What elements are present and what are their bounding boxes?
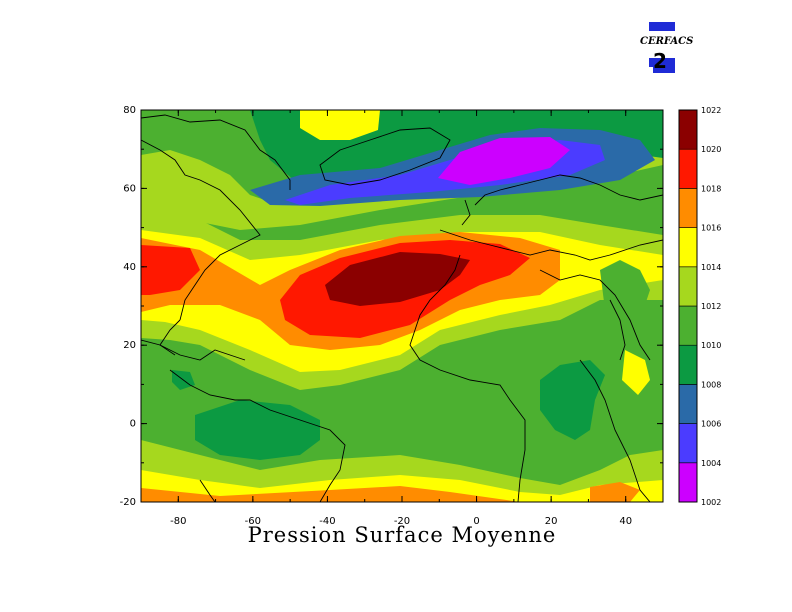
x-tick-label: 0 (473, 516, 479, 527)
colorbar-box (678, 423, 698, 464)
colorbar-label: 1012 (701, 302, 721, 311)
colorbar-label: 1006 (701, 420, 721, 429)
axis-ticks: -80 -60 -40 -20 0 20 40 -20 0 20 40 60 80 (120, 105, 664, 527)
colorbar-box (678, 462, 698, 503)
x-tick-label: -60 (245, 516, 261, 527)
x-tick-label: 40 (619, 516, 632, 527)
y-tick-label: 20 (123, 340, 136, 351)
colorbar-box (678, 384, 698, 424)
logo-mark: 2 (653, 49, 667, 73)
y-tick-label: -20 (120, 497, 136, 508)
colorbar-box (678, 344, 698, 385)
colorbar-label: 1014 (701, 263, 721, 272)
x-tick-label: -20 (394, 516, 410, 527)
map-title: Pression Surface Moyenne (248, 523, 557, 547)
colorbar-box (678, 266, 698, 307)
y-tick-label: 60 (123, 183, 136, 194)
pressure-field (141, 110, 663, 502)
logo-text: CERFACS (640, 36, 693, 47)
x-tick-label: -40 (319, 516, 335, 527)
colorbar-label: 1020 (701, 145, 721, 154)
colorbar-box (678, 109, 698, 150)
cerfacs-logo: CERFACS 2 (640, 22, 693, 73)
x-tick-label: 20 (545, 516, 558, 527)
colorbar-label: 1002 (701, 498, 721, 507)
colorbar-box (678, 148, 698, 189)
y-tick-label: 80 (123, 105, 136, 116)
colorbar-label: 1010 (701, 341, 721, 350)
y-tick-label: 0 (130, 419, 136, 430)
x-tick-label: -80 (170, 516, 186, 527)
colorbar-box (678, 227, 698, 268)
colorbar-label: 1004 (701, 459, 721, 468)
colorbar-box (678, 188, 698, 228)
colorbar-box (678, 305, 698, 346)
colorbar-label: 1016 (701, 224, 721, 233)
colorbar-label: 1008 (701, 380, 721, 389)
colorbar-label: 1018 (701, 184, 721, 193)
colorbar-label: 1022 (701, 106, 721, 115)
colorbar-frame (678, 109, 698, 503)
colorbar: 1002 1004 1006 1008 1010 1012 1014 1016 1018 1020… (678, 106, 721, 507)
y-tick-label: 40 (123, 262, 136, 273)
